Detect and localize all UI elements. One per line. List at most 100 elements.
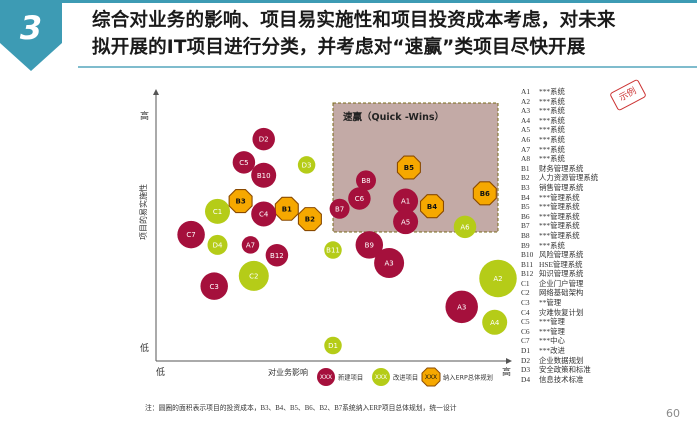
project-list-item: B6 ***管理系统 bbox=[521, 212, 697, 222]
project-name: ***系统 bbox=[539, 154, 565, 164]
project-name: ***管理系统 bbox=[539, 230, 580, 240]
legend-swatch-erp bbox=[421, 367, 441, 387]
legend-swatch-improve bbox=[372, 368, 390, 386]
project-name: ***系统 bbox=[539, 144, 565, 154]
bubble-c1 bbox=[205, 198, 230, 224]
project-name: ***管理系统 bbox=[539, 221, 580, 231]
project-list-item: A8 ***系统 bbox=[521, 154, 697, 164]
project-list-item: C6 ***管理 bbox=[521, 327, 697, 337]
slide-number-badge: 3 bbox=[0, 3, 62, 71]
bubble-d1 bbox=[324, 336, 342, 355]
bubble-label-b12: B12 bbox=[270, 252, 284, 260]
bubble-label-b6: B6 bbox=[480, 190, 490, 198]
project-name: ***系统 bbox=[539, 240, 565, 250]
project-list-item: A7 ***系统 bbox=[521, 145, 697, 155]
project-name: 网络基础架构 bbox=[539, 288, 584, 298]
bubble-label-b1: B1 bbox=[282, 205, 292, 213]
project-code: A5 bbox=[521, 125, 531, 135]
bubble-b10 bbox=[251, 162, 277, 188]
project-name: ***中心 bbox=[539, 336, 565, 346]
project-list-item: B11 HSE管理系统 bbox=[521, 260, 697, 270]
project-name: ***系统 bbox=[539, 125, 565, 135]
project-list-item: C1 企业门户管理 bbox=[521, 279, 697, 289]
project-list-item: B9 ***系统 bbox=[521, 241, 697, 251]
project-code: D2 bbox=[521, 355, 531, 365]
title-divider bbox=[78, 66, 697, 68]
project-code: C2 bbox=[521, 288, 530, 298]
bubble-label-a2: A2 bbox=[493, 275, 502, 283]
project-name: ***系统 bbox=[539, 134, 565, 144]
bubble-b12 bbox=[265, 243, 289, 267]
project-name: 企业数据规划 bbox=[539, 355, 584, 365]
bubble-label-b8: B8 bbox=[361, 177, 370, 185]
bubble-a5 bbox=[393, 209, 419, 235]
project-code: A8 bbox=[521, 154, 531, 164]
project-name: 财务管理系统 bbox=[539, 163, 584, 173]
bubble-b5 bbox=[396, 155, 421, 180]
x-axis-title: 对业务影响 bbox=[268, 367, 308, 377]
bubble-b6 bbox=[472, 181, 497, 206]
slide-title: 综合对业务的影响、项目易实施性和项目投资成本考虑，对未来 拟开展的IT项目进行分… bbox=[92, 7, 692, 61]
project-code: B4 bbox=[521, 192, 530, 202]
bubble-c3 bbox=[200, 272, 228, 300]
project-name: ***系统 bbox=[539, 87, 565, 96]
project-code: C5 bbox=[521, 317, 530, 327]
bubble-d2 bbox=[252, 127, 275, 151]
project-code: D4 bbox=[521, 374, 531, 384]
bubble-d4 bbox=[207, 234, 228, 255]
project-code: B9 bbox=[521, 240, 530, 250]
bubble-label-b11: B11 bbox=[326, 247, 340, 255]
project-code: B3 bbox=[521, 182, 530, 192]
project-code: A4 bbox=[521, 115, 531, 125]
bubble-label-b4: B4 bbox=[427, 203, 437, 211]
bubble-b1 bbox=[274, 196, 299, 221]
bubble-label-a7: A7 bbox=[246, 242, 255, 250]
project-list-item: B8 ***管理系统 bbox=[521, 231, 697, 241]
title-line-1: 综合对业务的影响、项目易实施性和项目投资成本考虑，对未来 bbox=[92, 10, 616, 31]
bubble-label-c6: C6 bbox=[355, 195, 365, 203]
project-code: A2 bbox=[521, 96, 531, 106]
project-list-item: C3 **管理 bbox=[521, 298, 697, 308]
bubble-label-b2: B2 bbox=[305, 216, 315, 224]
project-name: ***管理系统 bbox=[539, 192, 580, 202]
project-code: A7 bbox=[521, 144, 531, 154]
project-name: ***系统 bbox=[539, 106, 565, 116]
bubble-label-d4: D4 bbox=[213, 242, 223, 250]
project-code: B11 bbox=[521, 259, 534, 269]
y-axis-low-label: 低 bbox=[140, 342, 149, 354]
project-list-item: A4 ***系统 bbox=[521, 116, 697, 126]
bubble-b3 bbox=[228, 189, 253, 214]
legend-symbol-improve: XXX bbox=[375, 374, 387, 381]
project-list-item: B7 ***管理系统 bbox=[521, 221, 697, 231]
project-name: 知识管理系统 bbox=[539, 269, 584, 279]
project-code: B5 bbox=[521, 202, 530, 212]
bubble-label-a1: A1 bbox=[401, 198, 410, 206]
project-name: 信息技术标准 bbox=[539, 374, 584, 384]
bubble-c7 bbox=[177, 220, 205, 249]
project-code: D3 bbox=[521, 365, 531, 375]
project-name: ***改进 bbox=[539, 346, 565, 356]
legend-label-erp: 纳入ERP总体规划 bbox=[443, 373, 493, 382]
project-code: B2 bbox=[521, 173, 530, 183]
bubble-a6 bbox=[453, 215, 477, 239]
project-code: B7 bbox=[521, 221, 530, 231]
bubble-label-c7: C7 bbox=[186, 231, 195, 239]
bubble-label-b9: B9 bbox=[365, 242, 374, 250]
bubble-a1 bbox=[393, 188, 419, 214]
x-axis-low-label: 低 bbox=[156, 366, 165, 378]
project-name: ***系统 bbox=[539, 115, 565, 125]
project-code: C3 bbox=[521, 298, 530, 308]
bubble-a4 bbox=[482, 309, 508, 335]
project-list-item: D3 安全政策和标准 bbox=[521, 365, 697, 375]
bubble-label-a4: A4 bbox=[490, 319, 500, 327]
project-list-item: A6 ***系统 bbox=[521, 135, 697, 145]
bubble-label-a5: A5 bbox=[401, 218, 410, 226]
bubble-c2 bbox=[238, 260, 269, 291]
slide-number: 3 bbox=[20, 9, 42, 47]
project-list-item: B12 知识管理系统 bbox=[521, 269, 697, 279]
project-code: A6 bbox=[521, 134, 531, 144]
project-list-item: A2 ***系统 bbox=[521, 97, 697, 107]
bubble-label-b10: B10 bbox=[257, 172, 271, 180]
bubble-label-a3: A3 bbox=[457, 303, 466, 311]
